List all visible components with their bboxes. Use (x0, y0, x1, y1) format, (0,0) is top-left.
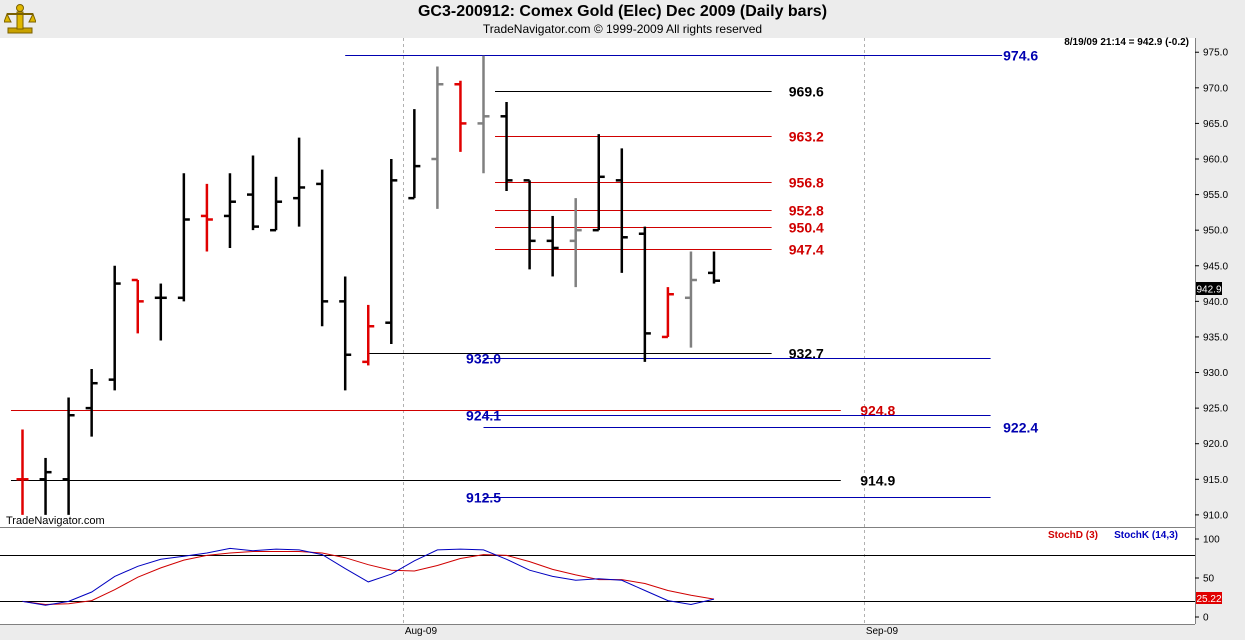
ohlc-bar (477, 55, 490, 174)
y-tick-label: 950.0 (1203, 226, 1228, 237)
ohlc-bar (615, 148, 628, 273)
level-label: 912.5 (466, 490, 501, 506)
ohlc-bar (62, 397, 75, 515)
ohlc-bar (154, 283, 167, 341)
y-tick-label: 955.0 (1203, 190, 1228, 201)
ohlc-bar (316, 169, 329, 327)
ohlc-bar (362, 304, 375, 366)
level-label: 969.6 (789, 84, 824, 100)
ohlc-bar (569, 198, 582, 288)
y-tick-label: 965.0 (1203, 119, 1228, 130)
last-quote: 8/19/09 21:14 = 942.9 (-0.2) (1064, 37, 1189, 48)
stoch-tick-label: 50 (1203, 574, 1215, 585)
ohlc-bar (684, 251, 697, 348)
stoch-panel-background (0, 528, 1195, 624)
ohlc-bar (85, 368, 98, 437)
level-label: 932.0 (466, 351, 501, 367)
ohlc-bar (638, 226, 651, 362)
stoch-series-line (22, 547, 715, 606)
stoch-series-line (22, 551, 715, 606)
stoch-tick-label: 0 (1203, 613, 1209, 624)
level-label: 974.6 (1003, 48, 1038, 64)
last-price-label: 942.9 (1196, 285, 1221, 296)
ohlc-bar (546, 215, 559, 277)
y-tick-label: 970.0 (1203, 83, 1228, 94)
ohlc-bar (108, 265, 121, 391)
ohlc-bar (661, 287, 674, 339)
price-panel-background (0, 38, 1195, 527)
ohlc-bar (293, 137, 306, 227)
y-tick-label: 975.0 (1203, 48, 1228, 59)
level-label: 914.9 (860, 473, 895, 489)
ohlc-bar (247, 155, 259, 231)
y-tick-label: 935.0 (1203, 332, 1228, 343)
level-label: 947.4 (789, 242, 824, 258)
ohlc-bar (454, 80, 467, 152)
x-tick-label: Sep-09 (866, 626, 899, 637)
last-price-marker (1196, 282, 1222, 295)
level-label: 924.1 (466, 408, 501, 424)
level-label: 963.2 (789, 129, 824, 145)
level-label: 950.4 (789, 220, 824, 236)
x-tick-label: Aug-09 (405, 626, 438, 637)
y-tick-label: 945.0 (1203, 261, 1228, 272)
level-label: 952.8 (789, 203, 824, 219)
y-tick-label: 940.0 (1203, 297, 1228, 308)
ohlc-bar (408, 109, 421, 200)
stoch-tick-label: 100 (1203, 535, 1220, 546)
trade-navigator-logo-icon (3, 2, 37, 36)
ohlc-bar (270, 176, 283, 232)
ohlc-bar (500, 102, 513, 192)
ohlc-bar (708, 251, 720, 284)
watermark: TradeNavigator.com (6, 515, 105, 527)
stoch-last-label: 25.22 (1196, 594, 1221, 605)
ohlc-bar (592, 134, 605, 232)
level-label: 922.4 (1003, 420, 1038, 436)
y-tick-label: 915.0 (1203, 475, 1228, 486)
y-tick-label: 960.0 (1203, 155, 1228, 166)
level-label: 932.7 (789, 346, 824, 362)
ohlc-bar (523, 179, 536, 270)
stoch-last-marker (1196, 592, 1222, 604)
ohlc-bar (339, 276, 352, 391)
ohlc-bar (431, 66, 444, 209)
y-tick-label: 910.0 (1203, 510, 1228, 521)
y-tick-label: 930.0 (1203, 368, 1228, 379)
legend-stoch-k: StochK (14,3) (1114, 530, 1178, 541)
chart-title: GC3-200912: Comex Gold (Elec) Dec 2009 (… (417, 3, 828, 20)
ohlc-bar (131, 278, 144, 334)
ohlc-bar (200, 183, 213, 252)
legend-stoch-d: StochD (3) (1048, 530, 1098, 541)
level-label: 956.8 (789, 175, 824, 191)
ohlc-bar (16, 429, 29, 515)
ohlc-bar (39, 457, 52, 515)
ohlc-bar (385, 159, 398, 345)
y-tick-label: 920.0 (1203, 439, 1228, 450)
y-tick-label: 925.0 (1203, 404, 1228, 415)
copyright-notice: TradeNavigator.com © 1999-2009 All right… (482, 22, 763, 36)
level-label: 924.8 (860, 403, 895, 419)
ohlc-bar (177, 173, 190, 302)
ohlc-bar (223, 173, 236, 248)
